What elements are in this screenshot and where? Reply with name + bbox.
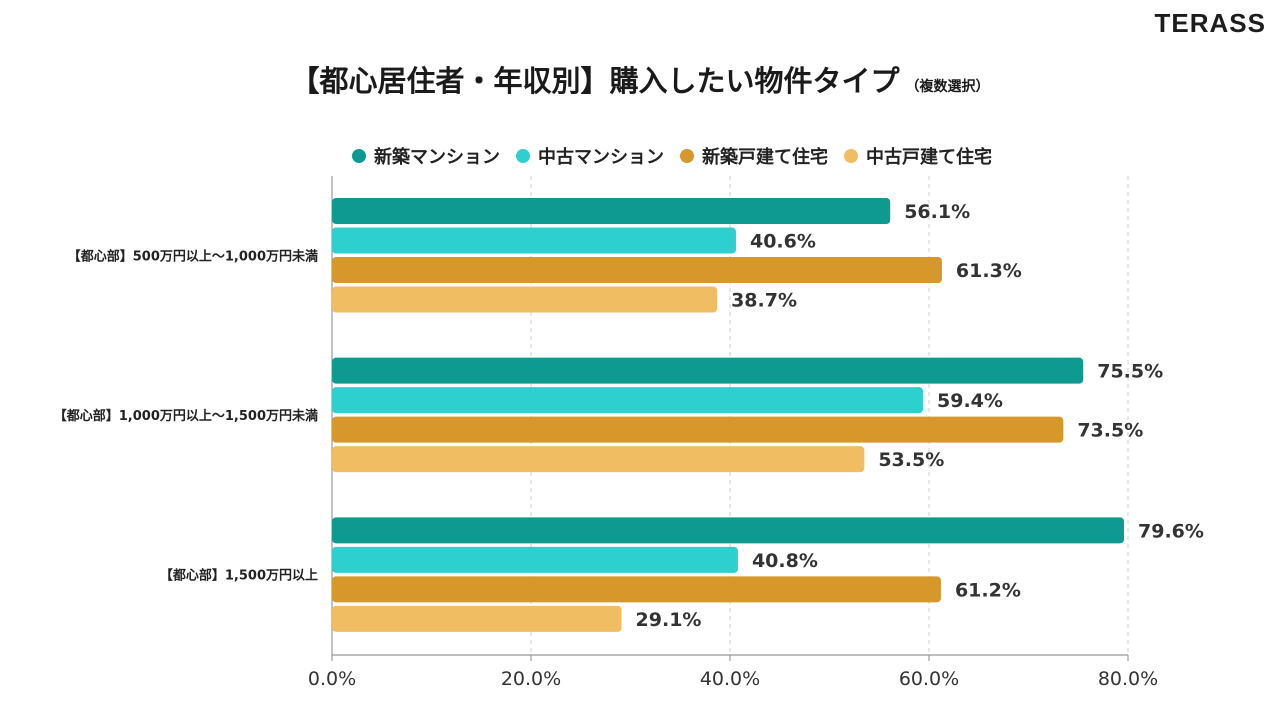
legend-item: 中古マンション <box>516 143 664 169</box>
chart-title: 【都心居住者・年収別】購入したい物件タイプ （複数選択） <box>0 58 1280 100</box>
value-label: 79.6% <box>1138 520 1204 542</box>
legend-label: 新築戸建て住宅 <box>702 147 828 168</box>
legend-swatch <box>680 149 694 163</box>
legend-label: 新築マンション <box>374 147 500 168</box>
value-label: 61.2% <box>955 579 1021 601</box>
chart-legend: 新築マンション 中古マンション 新築戸建て住宅 中古戸建て住宅 <box>352 143 1008 169</box>
x-tick-label: 60.0% <box>899 668 959 690</box>
bar <box>332 257 942 283</box>
x-tick-label: 40.0% <box>700 668 760 690</box>
bar <box>332 357 1084 384</box>
legend-swatch <box>516 149 530 163</box>
category-label: 【都心部】1,000万円以上～1,500万円未満 <box>54 408 318 424</box>
x-tick-label: 0.0% <box>308 668 356 690</box>
value-label: 73.5% <box>1077 420 1143 442</box>
category-label: 【都心部】500万円以上～1,000万円未満 <box>68 248 318 264</box>
bar <box>332 198 891 224</box>
bar <box>332 416 1064 443</box>
value-label: 29.1% <box>636 609 702 631</box>
legend-swatch <box>844 149 858 163</box>
legend-label: 中古マンション <box>538 147 664 168</box>
value-label: 38.7% <box>731 290 797 312</box>
x-tick-label: 20.0% <box>501 668 561 690</box>
bar <box>332 546 738 573</box>
chart-title-main: 【都心居住者・年収別】購入したい物件タイプ <box>290 64 900 98</box>
bar <box>332 446 865 473</box>
legend-label: 中古戸建て住宅 <box>866 147 992 168</box>
bar <box>332 387 924 414</box>
category-label: 【都心部】1,500万円以上 <box>160 568 318 584</box>
bar <box>332 576 941 603</box>
value-label: 61.3% <box>956 260 1022 282</box>
bar <box>332 517 1125 544</box>
value-label: 53.5% <box>878 449 944 471</box>
value-label: 40.8% <box>752 550 818 572</box>
value-label: 56.1% <box>904 201 970 223</box>
value-label: 75.5% <box>1097 361 1163 383</box>
legend-item: 新築マンション <box>352 143 500 169</box>
legend-item: 新築戸建て住宅 <box>680 143 828 169</box>
bar <box>332 605 622 632</box>
chart-title-sub: （複数選択） <box>905 79 990 95</box>
legend-swatch <box>352 149 366 163</box>
value-label: 59.4% <box>937 390 1003 412</box>
bar <box>332 227 736 254</box>
x-tick-label: 80.0% <box>1098 668 1158 690</box>
bar <box>332 286 718 313</box>
terass-logo: TERASS <box>1154 8 1266 38</box>
legend-item: 中古戸建て住宅 <box>844 143 992 169</box>
value-label: 40.6% <box>750 231 816 253</box>
